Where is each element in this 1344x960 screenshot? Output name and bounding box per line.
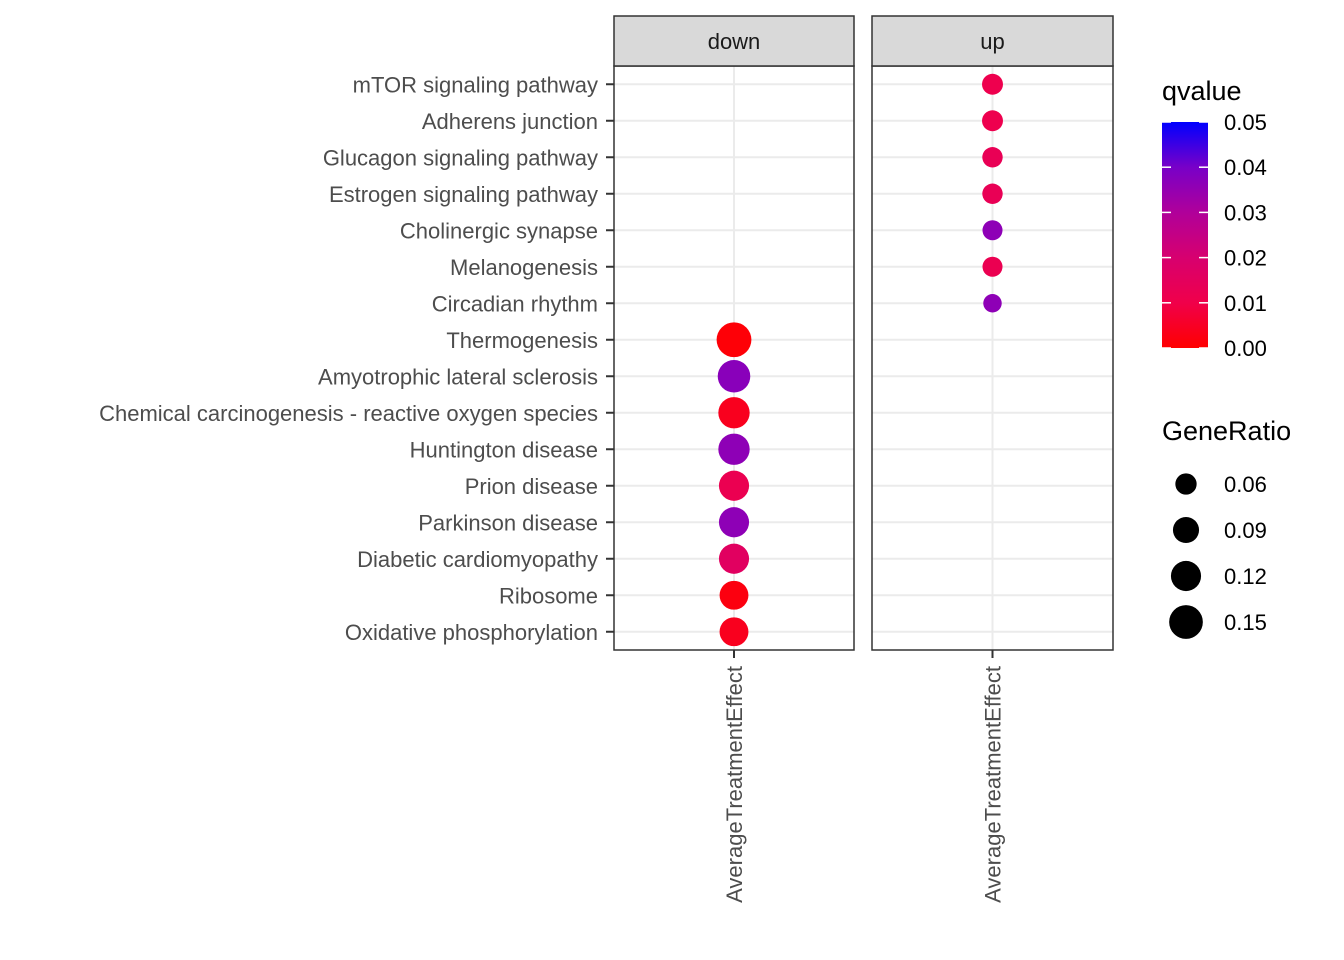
colorbar-tick-label: 0.02 <box>1224 246 1267 271</box>
facet-strip <box>871 15 1114 67</box>
data-point <box>716 322 752 358</box>
data-point <box>718 507 750 538</box>
y-tick-label: Huntington disease <box>410 437 598 462</box>
y-tick-label: Melanogenesis <box>450 255 598 280</box>
qvalue-colorbar <box>1162 122 1208 348</box>
data-point <box>982 73 1003 95</box>
data-point <box>719 617 749 647</box>
facet-strip <box>613 15 855 67</box>
data-point <box>719 580 749 610</box>
colorbar-tick-label: 0.05 <box>1224 110 1267 135</box>
size-legend-key <box>1172 516 1200 544</box>
facet-strip-label: up <box>980 29 1004 54</box>
data-point <box>718 397 750 429</box>
data-point <box>982 256 1003 277</box>
colorbar-tick-label: 0.01 <box>1224 291 1267 316</box>
data-point <box>718 543 750 574</box>
generatio-legend: GeneRatio 0.06 0.09 0.12 0.15 <box>1162 416 1291 639</box>
colorbar-tick-label: 0.00 <box>1224 336 1267 361</box>
generatio-legend-title: GeneRatio <box>1162 416 1291 446</box>
y-tick-label: Diabetic cardiomyopathy <box>357 547 598 572</box>
data-point <box>718 433 750 465</box>
data-point <box>982 183 1003 204</box>
size-legend-label: 0.09 <box>1224 518 1267 543</box>
y-tick-label: Chemical carcinogenesis - reactive oxyge… <box>99 401 598 426</box>
y-tick-label: Amyotrophic lateral sclerosis <box>318 364 598 389</box>
data-point <box>982 220 1003 241</box>
data-point <box>718 470 750 501</box>
facet-panels: down up <box>613 15 1114 651</box>
colorbar-tick-label: 0.04 <box>1224 155 1267 180</box>
size-legend-label: 0.15 <box>1224 610 1267 635</box>
x-axis: AverageTreatmentEffect AverageTreatmentEf… <box>722 650 1006 903</box>
size-legend-key <box>1175 473 1197 495</box>
y-tick-label: Ribosome <box>499 583 598 608</box>
size-legend-label: 0.12 <box>1224 564 1267 589</box>
y-tick-label: Glucagon signaling pathway <box>323 145 598 170</box>
data-point <box>717 359 751 393</box>
y-axis: mTOR signaling pathway Adherens junction G… <box>99 72 614 645</box>
data-point <box>982 147 1003 168</box>
y-tick-label: Estrogen signaling pathway <box>329 182 598 207</box>
y-tick-label: Parkinson disease <box>418 510 598 535</box>
y-tick-label: Cholinergic synapse <box>400 218 598 243</box>
y-tick-label: Thermogenesis <box>446 328 598 353</box>
data-point <box>982 110 1003 132</box>
size-legend-label: 0.06 <box>1224 472 1267 497</box>
facet-strip-label: down <box>708 29 761 54</box>
qvalue-legend: qvalue 0.00 0.01 0.02 0.03 0.04 0.05 <box>1162 76 1267 361</box>
y-tick-label: Adherens junction <box>422 109 598 134</box>
colorbar-tick-label: 0.03 <box>1224 200 1267 225</box>
x-tick-label: AverageTreatmentEffect <box>722 666 747 903</box>
data-point <box>983 294 1002 313</box>
size-legend-key <box>1170 560 1202 592</box>
y-tick-label: mTOR signaling pathway <box>353 72 598 97</box>
y-tick-label: Oxidative phosphorylation <box>345 620 598 645</box>
x-tick-label: AverageTreatmentEffect <box>981 666 1006 903</box>
y-tick-label: Circadian rhythm <box>432 291 598 316</box>
qvalue-legend-title: qvalue <box>1162 76 1242 106</box>
size-legend-key <box>1169 605 1203 639</box>
y-tick-label: Prion disease <box>465 474 598 499</box>
data-points <box>716 73 1003 647</box>
